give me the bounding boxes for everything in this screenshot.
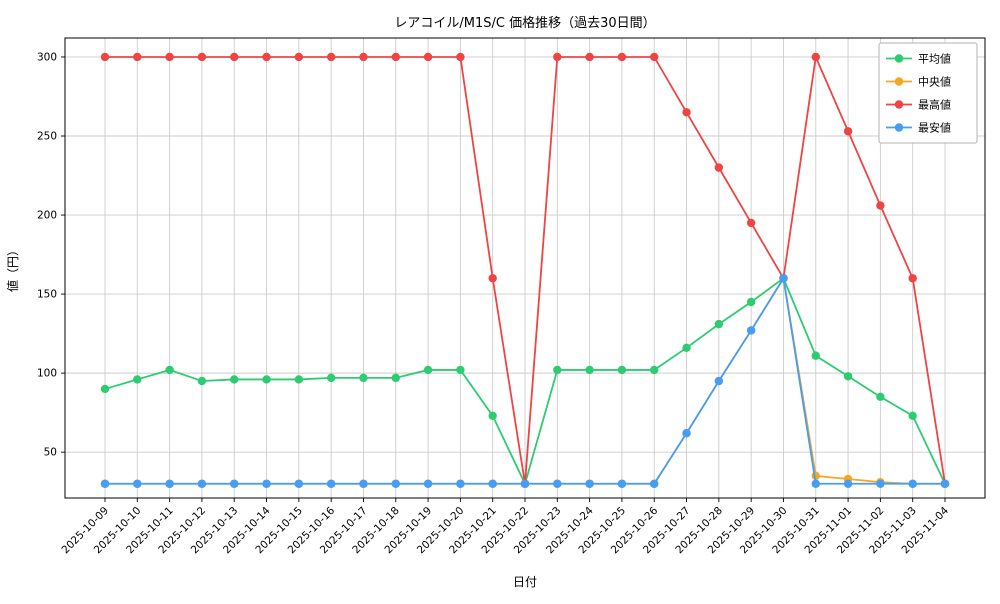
- data-point-3: [294, 479, 304, 488]
- data-point-0: [811, 351, 820, 360]
- data-point-0: [746, 297, 756, 307]
- data-point-3: [456, 479, 465, 488]
- data-point-0: [908, 411, 917, 421]
- data-point-2: [326, 52, 336, 62]
- data-point-2: [133, 52, 142, 62]
- y-axis-label: 値（円）: [5, 244, 20, 292]
- data-point-3: [197, 479, 207, 488]
- data-point-0: [294, 375, 304, 384]
- data-point-3: [843, 479, 853, 488]
- data-point-0: [262, 375, 271, 384]
- data-point-3: [617, 479, 627, 488]
- data-point-2: [456, 52, 465, 62]
- data-point-3: [876, 479, 885, 488]
- data-point-3: [488, 479, 497, 488]
- data-point-3: [133, 479, 142, 488]
- data-point-3: [811, 479, 820, 488]
- data-point-2: [423, 52, 433, 62]
- data-point-3: [682, 428, 691, 438]
- data-point-2: [682, 108, 691, 117]
- data-point-3: [391, 479, 400, 488]
- y-tick-label: 150: [37, 289, 57, 301]
- data-point-0: [391, 373, 400, 383]
- data-point-0: [326, 373, 336, 383]
- legend-item-label: 最高値: [918, 98, 951, 112]
- data-point-0: [197, 376, 207, 386]
- data-point-2: [908, 274, 917, 283]
- data-point-0: [843, 372, 853, 381]
- data-point-0: [423, 365, 433, 375]
- data-point-3: [714, 376, 724, 386]
- chart-title: レアコイル/M1S/C 価格推移（過去30日間）: [394, 15, 655, 31]
- y-tick-label: 200: [37, 210, 57, 222]
- data-point-0: [714, 319, 724, 329]
- data-point-2: [230, 52, 239, 62]
- data-point-2: [746, 218, 756, 228]
- legend-marker: [894, 54, 904, 63]
- y-tick-label: 300: [37, 51, 57, 63]
- y-tick-label: 100: [37, 368, 57, 380]
- data-point-2: [843, 127, 853, 136]
- data-point-3: [940, 479, 950, 488]
- data-point-2: [165, 52, 174, 62]
- data-point-3: [230, 479, 239, 488]
- data-point-0: [133, 375, 142, 384]
- data-point-0: [585, 365, 594, 375]
- data-point-0: [682, 343, 691, 353]
- data-point-0: [100, 384, 110, 394]
- data-point-3: [520, 479, 530, 488]
- data-point-0: [553, 365, 562, 375]
- data-point-3: [908, 479, 917, 488]
- legend-marker: [894, 100, 904, 109]
- legend-marker: [894, 77, 904, 86]
- legend-marker: [894, 123, 904, 132]
- data-point-3: [553, 479, 562, 488]
- legend-box: [878, 42, 978, 144]
- legend-item-label: 最安値: [918, 121, 951, 135]
- data-point-0: [488, 411, 497, 421]
- data-point-2: [553, 52, 562, 62]
- data-point-0: [165, 365, 174, 375]
- data-point-2: [294, 52, 304, 62]
- data-point-0: [359, 373, 368, 383]
- data-point-2: [585, 52, 594, 62]
- data-point-3: [165, 479, 174, 488]
- data-point-2: [197, 52, 207, 62]
- data-point-0: [617, 365, 627, 375]
- data-point-2: [617, 52, 627, 62]
- data-point-3: [359, 479, 368, 488]
- data-point-3: [650, 479, 659, 488]
- data-point-0: [650, 365, 659, 375]
- data-point-2: [359, 52, 368, 62]
- data-point-2: [876, 201, 885, 210]
- data-point-0: [876, 392, 885, 402]
- data-point-2: [391, 52, 400, 62]
- legend-item-label: 平均値: [918, 53, 951, 66]
- x-axis-label: 日付: [513, 575, 537, 589]
- plot-area: 501001502002503002025-10-092025-10-10202…: [37, 37, 986, 556]
- data-point-3: [100, 479, 110, 488]
- data-point-3: [746, 326, 756, 335]
- data-point-2: [100, 52, 110, 62]
- data-point-2: [262, 52, 271, 62]
- data-point-2: [714, 163, 724, 172]
- legend-item-label: 中央値: [918, 76, 951, 89]
- data-point-3: [585, 479, 594, 488]
- data-point-3: [326, 479, 336, 488]
- y-tick-label: 250: [37, 131, 57, 143]
- data-point-3: [262, 479, 271, 488]
- data-point-3: [779, 274, 788, 283]
- data-point-2: [811, 52, 820, 62]
- data-point-0: [456, 365, 465, 375]
- data-point-2: [488, 274, 497, 283]
- y-tick-label: 50: [44, 447, 57, 459]
- data-point-0: [230, 375, 239, 384]
- data-point-2: [650, 52, 659, 62]
- data-point-3: [423, 479, 433, 488]
